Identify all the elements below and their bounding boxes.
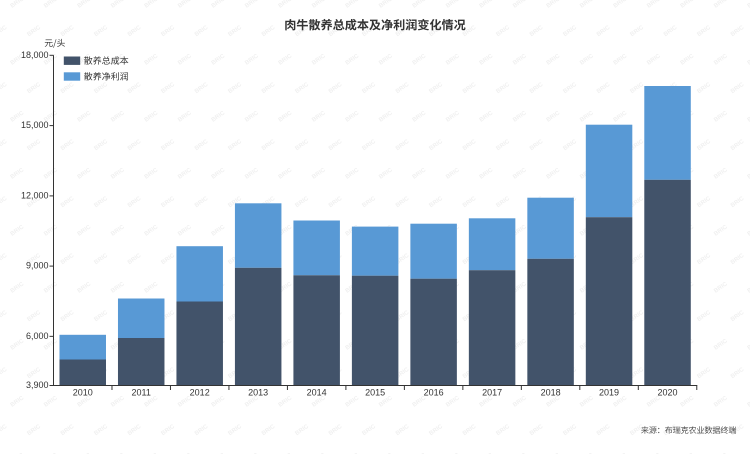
svg-text:BRIC: BRIC [378,0,394,10]
svg-text:BRIC: BRIC [680,0,696,10]
svg-text:BRIC: BRIC [512,0,528,10]
svg-text:2013: 2013 [248,388,268,398]
svg-text:BRIC: BRIC [110,0,126,10]
svg-text:2010: 2010 [73,388,93,398]
svg-text:BRIC: BRIC [445,0,461,10]
svg-text:BRIC: BRIC [0,309,9,323]
svg-text:BRIC: BRIC [713,0,729,10]
svg-text:2011: 2011 [132,388,151,398]
svg-text:BRIC: BRIC [0,252,9,266]
svg-text:2016: 2016 [424,388,444,398]
svg-text:BRIC: BRIC [646,0,662,10]
svg-text:BRIC: BRIC [747,167,750,181]
svg-text:BRIC: BRIC [77,0,93,10]
svg-text:BRIC: BRIC [747,395,750,409]
svg-text:18,000: 18,000 [21,50,49,60]
svg-text:BRIC: BRIC [43,0,59,10]
svg-text:BRIC: BRIC [244,0,260,10]
svg-text:2019: 2019 [599,388,619,398]
svg-text:BRIC: BRIC [747,0,750,10]
svg-text:BRIC: BRIC [479,0,495,10]
svg-text:BRIC: BRIC [412,0,428,10]
svg-text:BRIC: BRIC [177,0,193,10]
svg-text:BRIC: BRIC [0,423,9,437]
svg-text:BRIC: BRIC [311,0,327,10]
svg-text:2014: 2014 [307,388,327,398]
svg-text:BRIC: BRIC [0,195,9,209]
svg-text:BRIC: BRIC [0,366,9,380]
svg-text:BRIC: BRIC [278,0,294,10]
svg-text:3,900: 3,900 [26,380,49,390]
svg-text:2020: 2020 [658,388,678,398]
svg-text:BRIC: BRIC [613,0,629,10]
svg-text:BRIC: BRIC [0,138,9,152]
svg-text:BRIC: BRIC [144,0,160,10]
svg-text:BRIC: BRIC [747,110,750,124]
svg-text:BRIC: BRIC [747,53,750,67]
svg-text:BRIC: BRIC [10,0,26,10]
svg-text:6,000: 6,000 [26,331,49,341]
svg-text:BRIC: BRIC [546,0,562,10]
svg-text:2018: 2018 [541,388,561,398]
svg-text:12,000: 12,000 [21,190,49,200]
svg-text:BRIC: BRIC [0,24,9,38]
svg-text:BRIC: BRIC [345,0,361,10]
svg-text:BRIC: BRIC [747,338,750,352]
svg-text:2012: 2012 [190,388,210,398]
svg-text:15,000: 15,000 [21,120,49,130]
svg-text:2015: 2015 [365,388,385,398]
svg-text:BRIC: BRIC [579,0,595,10]
svg-text:BRIC: BRIC [747,224,750,238]
svg-text:BRIC: BRIC [747,281,750,295]
svg-text:BRIC: BRIC [0,81,9,95]
svg-text:BRIC: BRIC [211,0,227,10]
svg-text:2017: 2017 [482,388,502,398]
svg-text:9,000: 9,000 [26,261,49,271]
